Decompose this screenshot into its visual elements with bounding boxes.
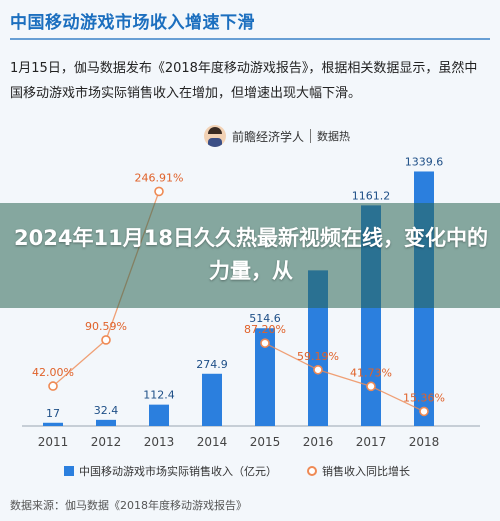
- growth-label-2016: 59.19%: [297, 350, 339, 363]
- bar-2016: [308, 270, 328, 426]
- tick-label-2015: 2015: [250, 435, 281, 449]
- bar-2015: [255, 328, 275, 426]
- growth-point-2015: [260, 338, 270, 348]
- bar-2014: [202, 373, 222, 426]
- header-area: [0, 0, 500, 58]
- page-title: 中国移动游戏市场收入增速下滑: [10, 13, 255, 33]
- title-underline: [10, 38, 490, 40]
- tick-label-2017: 2017: [356, 435, 387, 449]
- bar-2013: [149, 404, 169, 426]
- tick-label-2014: 2014: [197, 435, 228, 449]
- brand-mark: 前瞻经济学人 数据热: [204, 122, 350, 150]
- tick-label-2016: 2016: [303, 435, 334, 449]
- bar-2011: [43, 422, 63, 426]
- growth-label-2017: 41.73%: [350, 366, 392, 379]
- bar-label-2013: 112.4: [143, 389, 175, 402]
- tick-label-2011: 2011: [38, 435, 69, 449]
- bar-label-2012: 32.4: [94, 404, 119, 417]
- growth-point-2018: [419, 406, 429, 417]
- brand-sub: 数据热: [317, 130, 351, 143]
- legend-bar-label: 中国移动游戏市场实际销售收入（亿元）: [79, 465, 277, 478]
- legend-dot-swatch: [307, 466, 317, 476]
- bar-2012: [96, 419, 116, 426]
- intro-paragraph: 1月15日，伽马数据发布《2018年度移动游戏报告》，根据相关数据显示，虽然中国…: [10, 61, 478, 101]
- legend-bar-swatch: [64, 466, 74, 476]
- bar-label-2014: 274.9: [196, 358, 228, 371]
- growth-point-2012: [101, 335, 111, 345]
- bar-label-2015: 514.6: [249, 312, 281, 325]
- growth-label-2011: 42.00%: [32, 366, 74, 379]
- bar-label-2017: 1161.2: [352, 189, 391, 202]
- growth-label-2018: 15.36%: [403, 391, 445, 404]
- tick-label-2013: 2013: [144, 435, 175, 449]
- growth-point-2017: [366, 381, 376, 392]
- tick-label-2018: 2018: [409, 435, 440, 449]
- bar-label-2011: 17: [46, 407, 60, 420]
- person-avatar-icon: [204, 125, 226, 147]
- chart-legend: 中国移动游戏市场实际销售收入（亿元） 销售收入同比增长: [64, 463, 410, 479]
- tick-label-2012: 2012: [91, 435, 122, 449]
- growth-label-2013: 246.91%: [135, 171, 184, 184]
- growth-point-2013: [154, 186, 164, 197]
- legend-line-label: 销售收入同比增长: [322, 465, 410, 478]
- overlay-banner: 2024年11月18日久久热最新视频在线，变化中的力量，从: [0, 203, 500, 308]
- growth-line-segment-1: [264, 342, 425, 412]
- growth-label-2012: 90.59%: [85, 320, 127, 333]
- banner-title: 2024年11月18日久久热最新视频在线，变化中的力量，从: [14, 226, 488, 283]
- growth-label-2015: 87.20%: [244, 323, 286, 336]
- brand-divider: [310, 129, 312, 143]
- growth-point-2016: [313, 364, 323, 375]
- source-note: 数据来源：伽马数据《2018年度移动游戏报告》: [10, 499, 247, 512]
- brand-name: 前瞻经济学人: [232, 129, 305, 144]
- bar-label-2018: 1339.6: [405, 155, 444, 168]
- growth-point-2011: [48, 381, 58, 391]
